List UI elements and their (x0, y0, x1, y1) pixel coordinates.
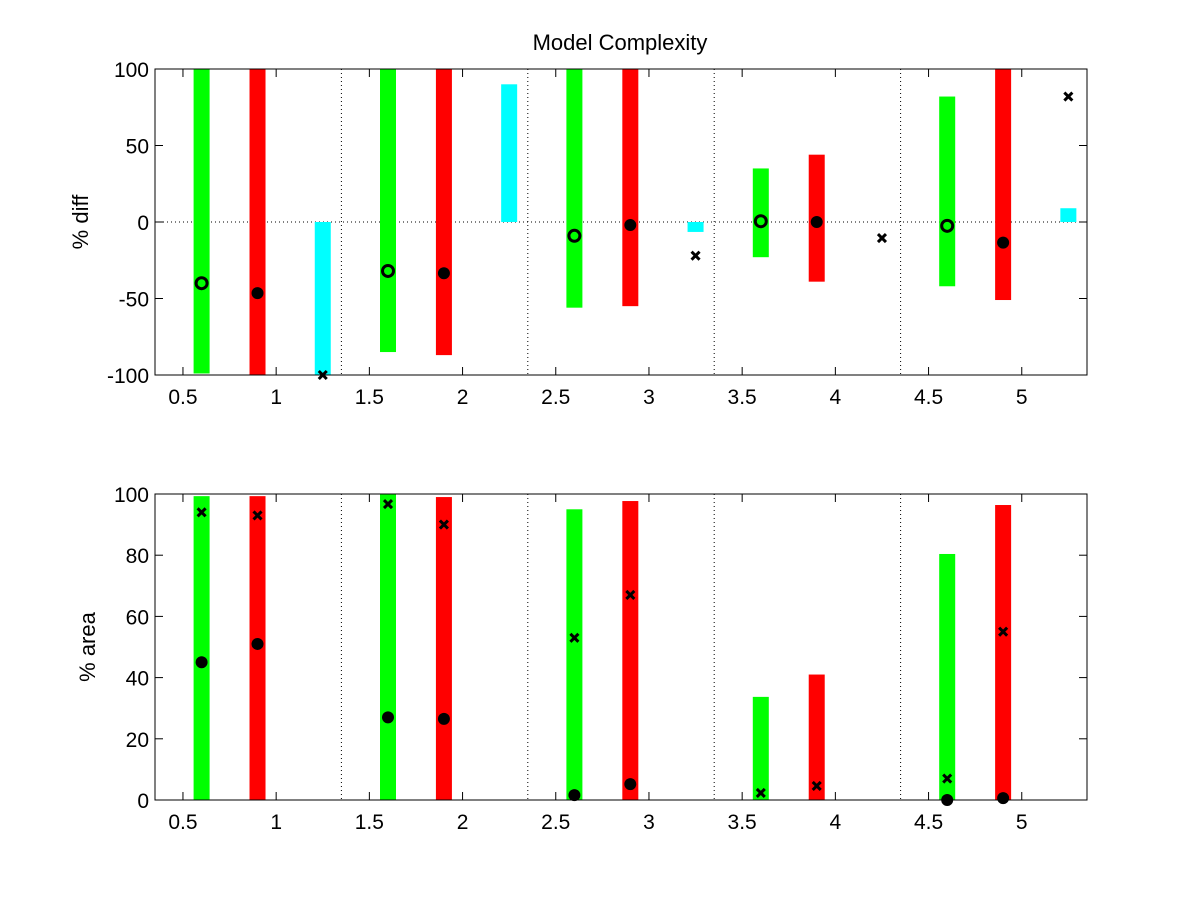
x-tick-label: 3 (643, 811, 655, 834)
x-tick-label: 0.5 (168, 386, 197, 409)
bar-red (435, 69, 452, 356)
x-tick-label: 1.5 (355, 811, 384, 834)
y-tick-label: -50 (119, 289, 149, 312)
marker-filled-circle (997, 236, 1010, 249)
y-tick-label: 100 (114, 59, 149, 82)
bar-green (566, 69, 583, 308)
bar-green (193, 69, 210, 374)
x-tick-label: 4.5 (914, 811, 943, 834)
marker-filled-circle (624, 778, 637, 791)
x-tick-label: 2 (457, 386, 469, 409)
marker-open-circle (567, 228, 582, 243)
bar-red (622, 501, 639, 800)
bar-cyan (314, 222, 331, 375)
x-tick-label: 5 (1016, 386, 1028, 409)
marker-open-circle (381, 263, 395, 278)
x-tick-label: 4 (830, 811, 842, 834)
y-tick-label: 80 (126, 545, 149, 568)
bar-cyan (687, 222, 704, 232)
marker-x (690, 250, 701, 261)
y-axis-label-top: % diff (68, 194, 93, 250)
bar-green (380, 494, 396, 800)
bar-red (622, 69, 639, 307)
x-tick-label: 1 (270, 386, 282, 409)
x-tick-label: 4.5 (914, 386, 943, 409)
marker-filled-circle (251, 637, 264, 650)
bar-green (193, 496, 210, 800)
marker-x (569, 632, 580, 643)
bar-green (380, 69, 396, 353)
marker-filled-circle (195, 656, 208, 669)
x-tick-label: 2.5 (541, 386, 570, 409)
marker-filled-circle (997, 792, 1010, 805)
y-tick-label: 40 (126, 668, 149, 691)
y-tick-label: -100 (107, 365, 149, 388)
marker-x (382, 499, 394, 510)
y-tick-label: 60 (126, 606, 149, 629)
marker-filled-circle (568, 789, 581, 802)
marker-x (438, 519, 449, 530)
bar-green (939, 553, 956, 800)
marker-filled-circle (624, 219, 637, 232)
y-tick-label: 0 (137, 790, 149, 813)
y-axis-label-bottom: % area (75, 611, 100, 681)
bar-red (249, 69, 266, 375)
x-tick-label: 3.5 (728, 811, 757, 834)
x-tick-label: 4 (830, 386, 842, 409)
marker-x (998, 626, 1009, 637)
bar-cyan (501, 84, 518, 222)
bar-cyan (1060, 208, 1077, 222)
x-tick-label: 3 (643, 386, 655, 409)
chart-title: Model Complexity (533, 30, 708, 55)
y-tick-label: 20 (126, 729, 149, 752)
y-tick-label: 0 (137, 212, 149, 235)
bar-red (435, 497, 452, 800)
bar-green (939, 96, 956, 287)
marker-open-circle (753, 214, 768, 229)
x-tick-label: 2.5 (541, 811, 570, 834)
marker-x (811, 780, 822, 791)
marker-x (196, 507, 207, 518)
bar-red (995, 505, 1012, 800)
marker-x (1063, 91, 1074, 102)
marker-open-circle (194, 276, 209, 291)
marker-open-circle (940, 218, 955, 233)
bar-green (752, 696, 769, 800)
bar-red (808, 674, 825, 800)
marker-x (252, 510, 263, 521)
marker-x (755, 787, 766, 799)
marker-filled-circle (382, 711, 394, 724)
x-tick-label: 0.5 (168, 811, 197, 834)
marker-filled-circle (251, 287, 264, 300)
marker-filled-circle (810, 216, 823, 228)
bar-red (995, 69, 1012, 301)
x-tick-label: 5 (1016, 811, 1028, 834)
y-tick-label: 50 (126, 136, 149, 159)
marker-filled-circle (437, 267, 450, 280)
bar-green (752, 168, 769, 258)
marker-x (625, 589, 636, 601)
marker-x (942, 773, 953, 784)
y-tick-label: 100 (114, 484, 149, 507)
axes-box (154, 493, 1088, 801)
marker-x (876, 233, 888, 244)
x-tick-label: 3.5 (728, 386, 757, 409)
x-tick-label: 2 (457, 811, 469, 834)
x-tick-label: 1 (270, 811, 282, 834)
bar-green (566, 509, 583, 800)
marker-filled-circle (437, 712, 450, 725)
x-tick-label: 1.5 (355, 386, 384, 409)
